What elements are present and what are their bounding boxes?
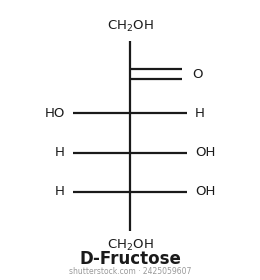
Text: shutterstock.com · 2425059607: shutterstock.com · 2425059607 — [69, 267, 191, 276]
Text: OH: OH — [195, 185, 215, 198]
Text: O: O — [192, 68, 203, 81]
Text: OH: OH — [195, 146, 215, 159]
Text: H: H — [195, 107, 205, 120]
Text: H: H — [55, 185, 65, 198]
Text: D-Fructose: D-Fructose — [79, 250, 181, 268]
Text: CH$_2$OH: CH$_2$OH — [107, 238, 153, 253]
Text: H: H — [55, 146, 65, 159]
Text: HO: HO — [45, 107, 65, 120]
Text: CH$_2$OH: CH$_2$OH — [107, 18, 153, 34]
